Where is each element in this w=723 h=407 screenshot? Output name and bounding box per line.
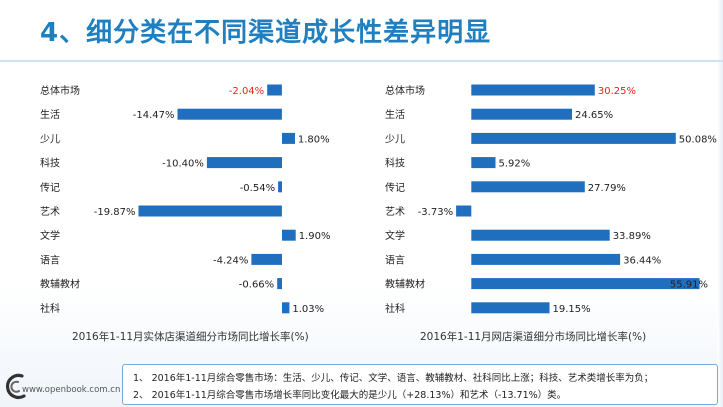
footer-url: www.openbook.com.cn: [22, 385, 121, 395]
bar: [471, 84, 595, 96]
bar: [277, 278, 282, 290]
slide-edge: [717, 0, 723, 407]
category-label: 总体市场: [385, 84, 425, 97]
bar: [471, 132, 676, 144]
value-label: 36.44%: [623, 255, 661, 266]
category-label: 文学: [385, 229, 405, 242]
left-chart-caption: 2016年1-11月实体店渠道细分市场同比增长率(%): [72, 331, 309, 343]
category-label: 科技: [385, 157, 405, 170]
bar: [267, 84, 282, 96]
title-divider: [0, 60, 723, 62]
bar: [278, 181, 282, 193]
category-label: 艺术: [40, 206, 60, 218]
notes-box: 1、 2016年1-11月综合零售市场：生活、少儿、传记、文学、语言、教辅教材、…: [122, 364, 718, 405]
value-label: 27.79%: [588, 183, 626, 194]
bar: [206, 157, 282, 169]
value-label: 55.91%: [670, 280, 708, 291]
value-label: 33.89%: [613, 231, 651, 242]
bar: [471, 253, 621, 265]
value-label: -2.04%: [229, 86, 264, 97]
value-label: 1.90%: [299, 231, 331, 242]
note-line-2: 2、 2016年1-11月综合零售市场增长率同比变化最大的是少儿（+28.13%…: [133, 390, 567, 401]
value-label: 50.08%: [679, 134, 717, 145]
category-label: 文学: [40, 229, 60, 242]
value-label: 19.15%: [553, 304, 591, 315]
category-label: 艺术: [385, 206, 405, 218]
bar: [471, 108, 572, 120]
chart-offline: 总体市场 -2.04% 生活 -14.47% 少儿 1.80% 科技 -10.40% 传记 -0.…: [40, 84, 330, 315]
category-label: 少儿: [40, 133, 60, 145]
bar: [138, 205, 282, 217]
value-label: -3.73%: [418, 207, 453, 218]
value-label: -0.66%: [239, 280, 274, 291]
bar: [282, 302, 290, 314]
category-label: 语言: [385, 253, 405, 266]
category-label: 科技: [40, 157, 60, 170]
openbook-logo-icon: [6, 373, 26, 400]
value-label: 1.80%: [298, 134, 330, 145]
value-label: -19.87%: [94, 207, 136, 218]
bar: [471, 302, 550, 314]
value-label: 1.03%: [292, 304, 324, 315]
bar: [282, 229, 296, 241]
category-label: 语言: [40, 253, 60, 266]
value-label: 24.65%: [575, 110, 613, 121]
category-label: 少儿: [385, 133, 405, 145]
category-label: 教辅教材: [385, 278, 425, 291]
bar: [177, 108, 282, 120]
bar: [471, 157, 496, 169]
charts-canvas: 总体市场 -2.04% 生活 -14.47% 少儿 1.80% 科技 -10.40% 传记 -0.…: [40, 84, 717, 315]
category-label: 生活: [40, 108, 60, 121]
category-label: 传记: [40, 182, 60, 194]
category-label: 社科: [40, 302, 60, 315]
bar: [282, 132, 295, 144]
value-label: 30.25%: [598, 86, 636, 97]
category-label: 总体市场: [40, 84, 80, 97]
bar: [471, 229, 610, 241]
bar: [471, 181, 585, 193]
note-line-1: 1、 2016年1-11月综合零售市场：生活、少儿、传记、文学、语言、教辅教材、…: [133, 373, 654, 384]
value-label: 5.92%: [499, 159, 531, 170]
category-label: 生活: [385, 108, 405, 121]
bar: [471, 278, 700, 290]
category-label: 传记: [385, 182, 405, 194]
value-label: -14.47%: [133, 110, 175, 121]
chart-online: 总体市场 30.25% 生活 24.65% 少儿 50.08% 科技 5.92% 传记 27.79…: [385, 84, 717, 315]
value-label: -10.40%: [162, 159, 204, 170]
bar: [251, 253, 282, 265]
category-label: 社科: [385, 302, 405, 315]
category-label: 教辅教材: [40, 278, 80, 291]
value-label: -4.24%: [213, 255, 248, 266]
right-chart-caption: 2016年1-11月网店渠道细分市场同比增长率(%): [420, 331, 647, 343]
slide-title: 4、细分类在不同渠道成长性差异明显: [40, 18, 492, 48]
value-label: -0.54%: [240, 183, 275, 194]
bar: [456, 205, 472, 217]
